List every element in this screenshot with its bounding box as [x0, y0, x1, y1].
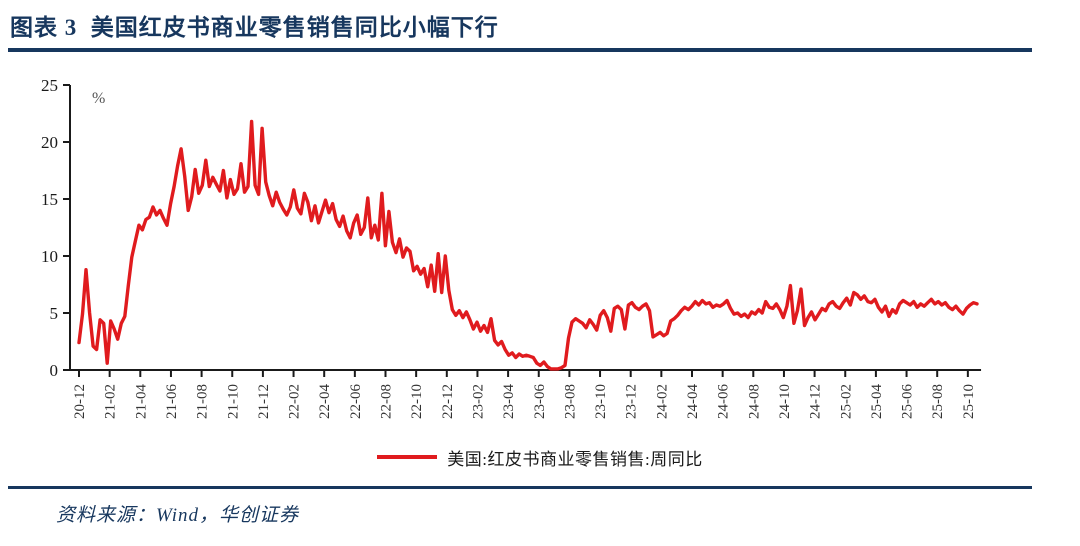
figure-title: 图表 3 美国红皮书商业零售销售同比小幅下行: [10, 15, 499, 40]
svg-text:20: 20: [41, 133, 58, 152]
svg-text:23-04: 23-04: [501, 384, 517, 419]
svg-text:21-08: 21-08: [195, 384, 211, 419]
svg-text:25-02: 25-02: [838, 384, 854, 419]
title-divider-rule: [8, 48, 1032, 52]
svg-text:21-04: 21-04: [133, 384, 149, 419]
svg-text:21-10: 21-10: [225, 384, 241, 419]
source-note: 资料来源：Wind，华创证券: [56, 505, 300, 526]
svg-text:5: 5: [50, 304, 59, 323]
svg-text:21-12: 21-12: [256, 384, 272, 419]
svg-text:25-08: 25-08: [930, 384, 946, 419]
svg-text:23-10: 23-10: [593, 384, 609, 419]
svg-text:22-02: 22-02: [287, 384, 303, 419]
svg-text:%: %: [92, 90, 105, 107]
svg-text:20-12: 20-12: [72, 384, 88, 419]
svg-text:24-12: 24-12: [808, 384, 824, 419]
line-chart-svg: 0 5 10 15 20 25% 20-12 21-02 21-04 21-06 21-08 21-1…: [41, 76, 982, 419]
svg-text:22-10: 22-10: [409, 384, 425, 419]
svg-text:10: 10: [41, 247, 58, 266]
svg-text:23-06: 23-06: [532, 384, 548, 419]
svg-text:24-10: 24-10: [777, 384, 793, 419]
svg-text:0: 0: [50, 361, 59, 380]
svg-text:24-08: 24-08: [746, 384, 762, 419]
svg-text:25-06: 25-06: [900, 384, 916, 419]
svg-text:23-02: 23-02: [470, 384, 486, 419]
svg-text:21-06: 21-06: [164, 384, 180, 419]
svg-text:22-04: 22-04: [317, 384, 333, 419]
svg-text:24-02: 24-02: [654, 384, 670, 419]
legend-label: 美国:红皮书商业零售销售:周同比: [447, 449, 703, 469]
svg-text:25-04: 25-04: [869, 384, 885, 419]
svg-text:25: 25: [41, 76, 58, 95]
svg-text:22-08: 22-08: [379, 384, 395, 419]
svg-text:22-06: 22-06: [348, 384, 364, 419]
svg-text:21-02: 21-02: [103, 384, 119, 419]
svg-text:24-06: 24-06: [716, 384, 732, 419]
svg-text:23-12: 23-12: [624, 384, 640, 419]
line-chart: 0 5 10 15 20 25% 20-12 21-02 21-04 21-06 21-08 21-1…: [0, 60, 1080, 438]
svg-text:15: 15: [41, 190, 58, 209]
svg-text:24-04: 24-04: [685, 384, 701, 419]
chart-legend: 美国:红皮书商业零售销售:周同比: [0, 444, 1080, 470]
footer-divider-rule: [8, 486, 1032, 489]
svg-text:22-12: 22-12: [440, 384, 456, 419]
svg-text:23-08: 23-08: [562, 384, 578, 419]
legend-line-swatch: [377, 455, 438, 459]
svg-text:25-10: 25-10: [961, 384, 977, 419]
